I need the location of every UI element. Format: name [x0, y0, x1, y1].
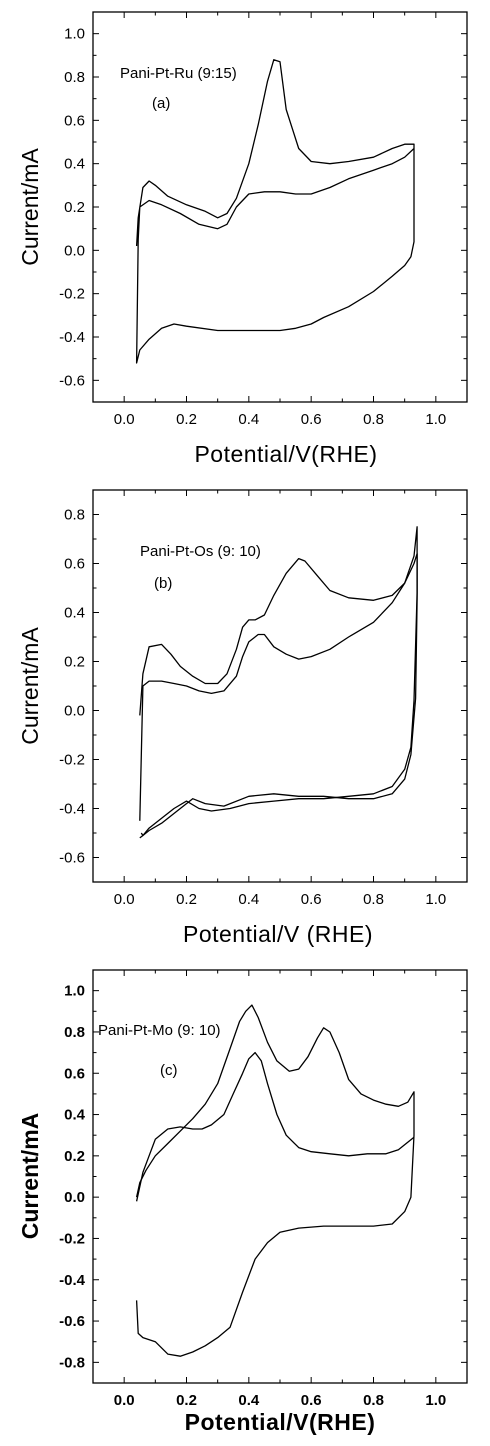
x-tick-label: 0.4 [238, 1392, 260, 1409]
x-axis-title: Potential/V(RHE) [194, 441, 377, 467]
y-tick-label: 0.6 [64, 1065, 85, 1082]
chart-panel-a: 0.0 0.2 0.4 0.6 0.8 1.0 -0.6 -0.4 -0.2 0.0 0.2 0.4 0… [17, 11, 468, 467]
x-tick-label: 0.2 [176, 891, 197, 908]
x-tick-label: 0.8 [363, 1392, 384, 1409]
sample-annotation: Pani-Pt-Ru (9:15) [120, 65, 237, 82]
sample-annotation: Pani-Pt-Mo (9: 10) [98, 1022, 221, 1039]
y-tick-label: 1.0 [64, 983, 85, 1000]
y-tick-label: 0.8 [64, 1024, 85, 1041]
y-tick-label: 0.2 [64, 654, 85, 671]
y-axis-title: Current/mA [17, 1113, 43, 1240]
y-tick-label: 0.0 [64, 703, 85, 720]
cv-curve-1 [135, 59, 415, 364]
y-tick-label: 0.2 [64, 199, 85, 216]
y-tick-label: 0.4 [64, 156, 85, 173]
y-tick-label: -0.2 [59, 1230, 85, 1247]
x-tick-label: 0.0 [114, 891, 135, 908]
y-tick-label: 0.4 [64, 605, 85, 622]
y-tick-label: -0.4 [59, 801, 85, 818]
x-tick-label: 1.0 [425, 411, 446, 428]
panel-label: (b) [154, 575, 172, 592]
chart-panel-c: 0.0 0.2 0.4 0.6 0.8 1.0 -0.8 -0.6 -0.4 -0.2 0.0 0.2… [17, 969, 468, 1435]
x-axis-title: Potential/V (RHE) [183, 921, 373, 947]
sample-annotation: Pani-Pt-Os (9: 10) [140, 543, 261, 560]
x-tick-label: 0.4 [238, 411, 259, 428]
y-tick-label: 0.0 [64, 242, 85, 259]
y-tick-label: 0.8 [64, 507, 85, 524]
y-tick-label: -0.6 [59, 850, 85, 867]
y-tick-label: 0.6 [64, 112, 85, 129]
y-tick-label: -0.2 [59, 286, 85, 303]
x-tick-label: 0.6 [301, 411, 322, 428]
x-tick-label: 0.2 [176, 1392, 197, 1409]
y-tick-label: -0.2 [59, 752, 85, 769]
chart-panel-b: 0.0 0.2 0.4 0.6 0.8 1.0 -0.6 -0.4 -0.2 0.0 0.2 0.4 0… [17, 489, 468, 947]
x-tick-label: 1.0 [425, 1392, 446, 1409]
y-tick-label: -0.6 [59, 1313, 85, 1330]
x-axis-title: Potential/V(RHE) [185, 1409, 376, 1435]
cv-curve-2 [139, 553, 418, 839]
y-tick-label: -0.8 [59, 1354, 85, 1371]
x-tick-label: 0.0 [114, 1392, 135, 1409]
y-axis-title: Current/mA [17, 627, 43, 745]
y-tick-label: 0.8 [64, 69, 85, 86]
y-tick-label: -0.4 [59, 329, 85, 346]
x-tick-label: 0.6 [301, 1392, 322, 1409]
y-tick-label: 0.4 [64, 1107, 86, 1124]
y-tick-label: -0.4 [59, 1272, 86, 1289]
y-tick-label: -0.6 [59, 372, 85, 389]
panel-label: (a) [152, 95, 170, 112]
x-tick-label: 1.0 [425, 891, 446, 908]
cv-curve-1 [139, 526, 418, 837]
x-tick-label: 0.0 [114, 411, 135, 428]
panel-label: (c) [160, 1062, 178, 1079]
x-tick-label: 0.2 [176, 411, 197, 428]
cv-curve-1 [135, 1004, 415, 1357]
y-tick-label: 0.2 [64, 1148, 85, 1165]
cv-curve-2 [135, 1051, 415, 1202]
x-tick-label: 0.6 [301, 891, 322, 908]
x-tick-label: 0.8 [363, 411, 384, 428]
y-tick-label: 0.6 [64, 556, 85, 573]
x-tick-label: 0.8 [363, 891, 384, 908]
x-tick-label: 0.4 [238, 891, 259, 908]
y-tick-label: 1.0 [64, 26, 85, 43]
y-axis-title: Current/mA [17, 148, 43, 266]
y-tick-label: 0.0 [64, 1189, 85, 1206]
